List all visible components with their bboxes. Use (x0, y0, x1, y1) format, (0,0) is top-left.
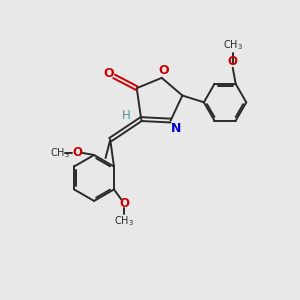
Text: N: N (171, 122, 181, 135)
Text: O: O (228, 55, 238, 68)
Text: O: O (119, 197, 129, 210)
Text: CH$_3$: CH$_3$ (50, 146, 70, 160)
Text: H: H (122, 109, 130, 122)
Text: O: O (72, 146, 82, 159)
Text: O: O (103, 67, 113, 80)
Text: CH$_3$: CH$_3$ (223, 38, 243, 52)
Text: O: O (159, 64, 170, 77)
Text: CH$_3$: CH$_3$ (114, 215, 134, 229)
